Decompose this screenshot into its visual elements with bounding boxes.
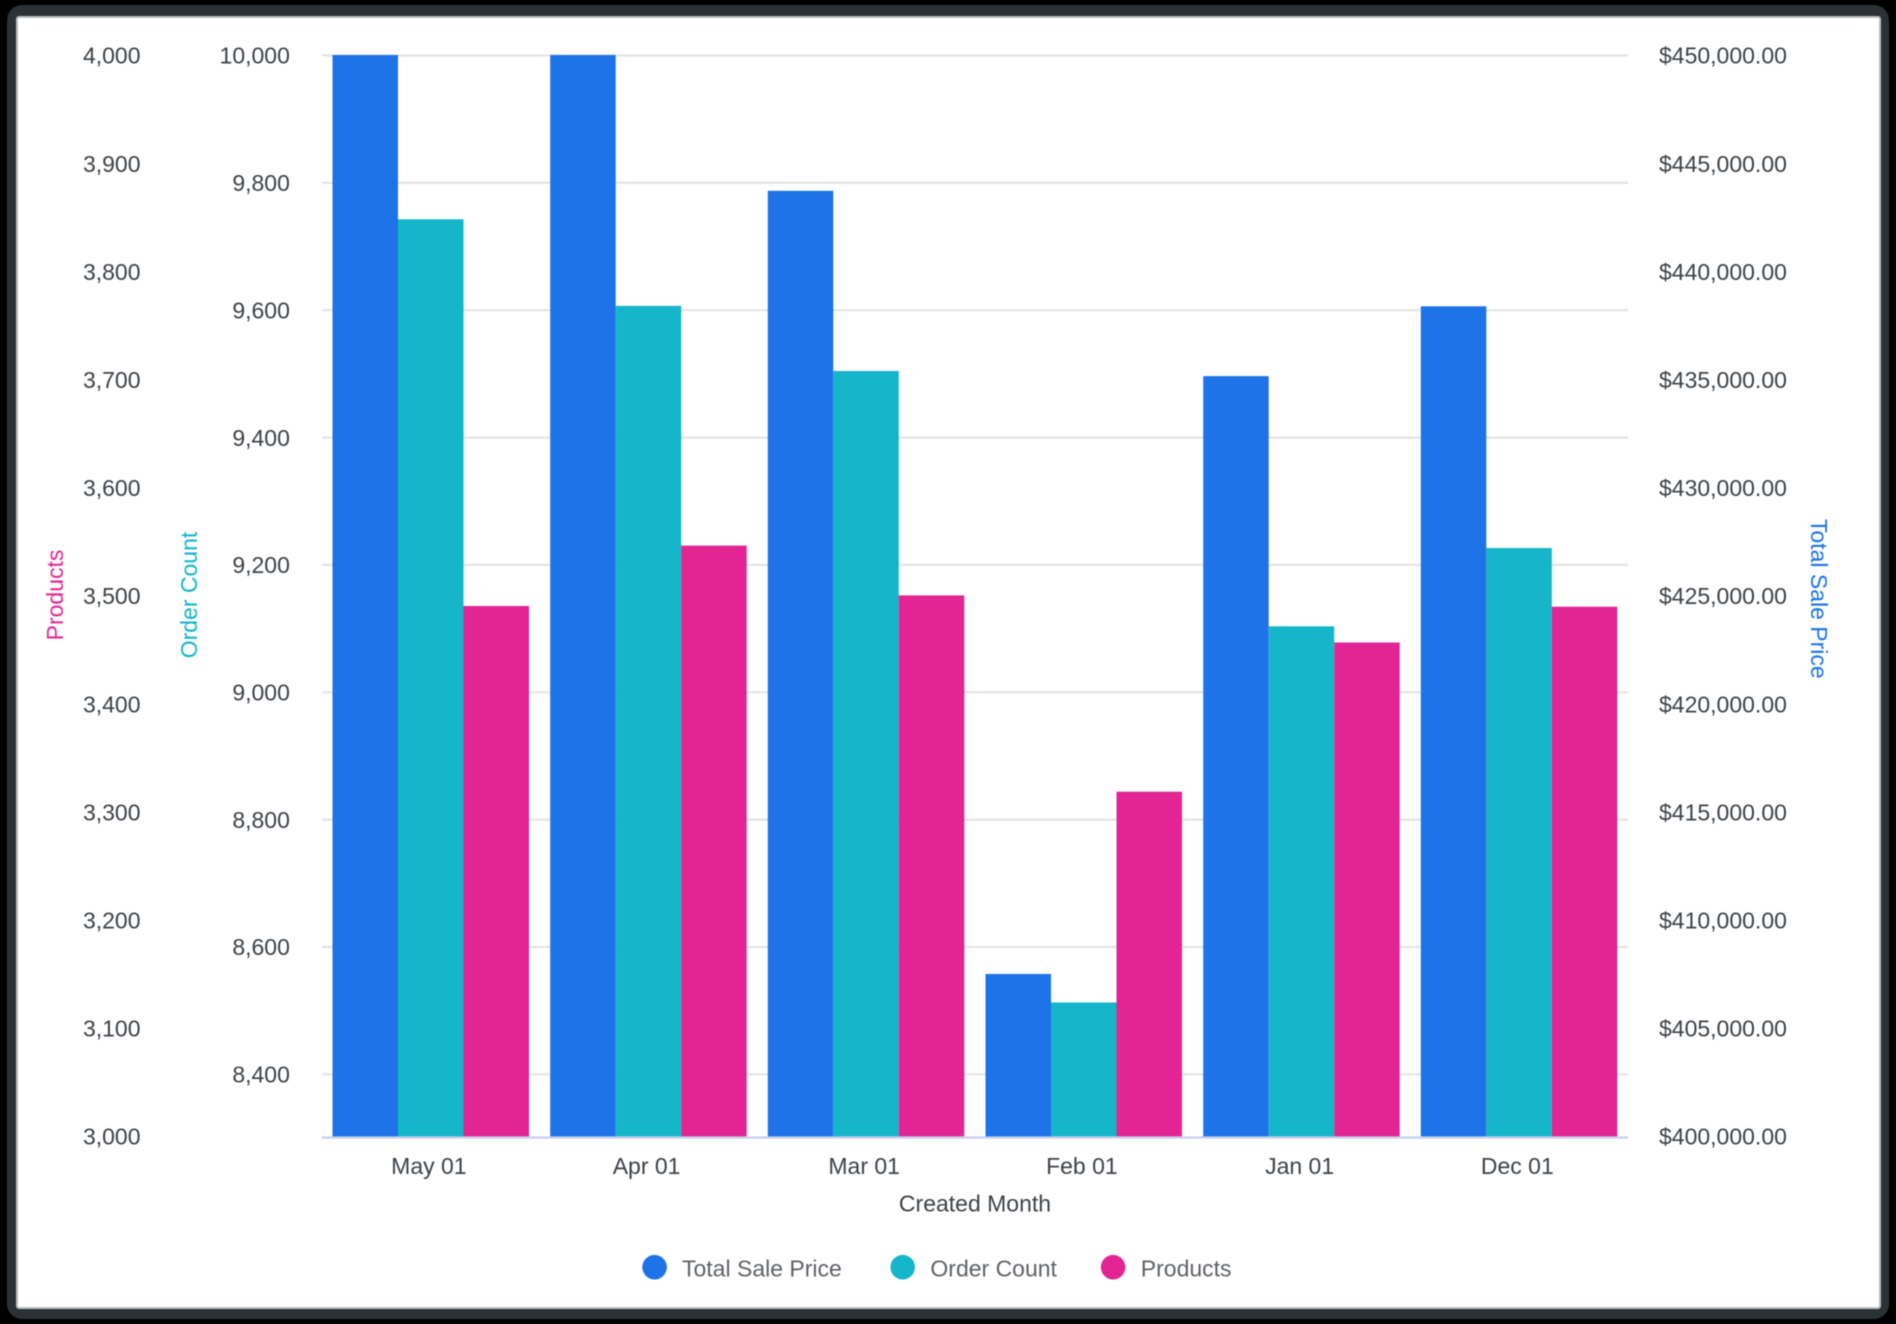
svg-text:$450,000.00: $450,000.00 bbox=[1659, 43, 1787, 69]
svg-text:$440,000.00: $440,000.00 bbox=[1659, 259, 1787, 285]
svg-text:8,600: 8,600 bbox=[232, 934, 290, 960]
svg-text:3,900: 3,900 bbox=[83, 151, 141, 177]
svg-text:Feb 01: Feb 01 bbox=[1046, 1153, 1118, 1179]
svg-text:$420,000.00: $420,000.00 bbox=[1659, 691, 1787, 717]
svg-text:3,500: 3,500 bbox=[83, 583, 141, 609]
svg-text:9,800: 9,800 bbox=[232, 170, 290, 196]
svg-text:3,200: 3,200 bbox=[83, 908, 141, 934]
svg-text:Dec 01: Dec 01 bbox=[1481, 1153, 1554, 1179]
svg-text:10,000: 10,000 bbox=[220, 43, 290, 69]
svg-text:4,000: 4,000 bbox=[83, 43, 141, 69]
svg-text:May 01: May 01 bbox=[391, 1153, 466, 1179]
svg-text:Order Count: Order Count bbox=[176, 531, 202, 658]
svg-text:$400,000.00: $400,000.00 bbox=[1659, 1124, 1787, 1150]
svg-text:3,000: 3,000 bbox=[83, 1124, 141, 1150]
svg-text:Total Sale Price: Total Sale Price bbox=[1806, 519, 1832, 679]
svg-text:$425,000.00: $425,000.00 bbox=[1659, 583, 1787, 609]
svg-text:Apr 01: Apr 01 bbox=[613, 1153, 681, 1179]
svg-text:9,400: 9,400 bbox=[232, 425, 290, 451]
svg-text:3,800: 3,800 bbox=[83, 259, 141, 285]
svg-text:9,000: 9,000 bbox=[232, 680, 290, 706]
svg-text:Mar 01: Mar 01 bbox=[828, 1153, 900, 1179]
svg-text:3,300: 3,300 bbox=[83, 799, 141, 825]
svg-text:$435,000.00: $435,000.00 bbox=[1659, 367, 1787, 393]
svg-text:9,600: 9,600 bbox=[232, 297, 290, 323]
svg-text:Jan 01: Jan 01 bbox=[1265, 1153, 1334, 1179]
svg-text:3,700: 3,700 bbox=[83, 367, 141, 393]
svg-text:$445,000.00: $445,000.00 bbox=[1659, 151, 1787, 177]
svg-text:3,100: 3,100 bbox=[83, 1016, 141, 1042]
svg-text:Order Count: Order Count bbox=[930, 1255, 1057, 1281]
svg-text:$430,000.00: $430,000.00 bbox=[1659, 475, 1787, 501]
svg-text:$410,000.00: $410,000.00 bbox=[1659, 908, 1787, 934]
svg-text:3,400: 3,400 bbox=[83, 691, 141, 717]
svg-text:3,600: 3,600 bbox=[83, 475, 141, 501]
svg-text:8,800: 8,800 bbox=[232, 807, 290, 833]
svg-text:$415,000.00: $415,000.00 bbox=[1659, 799, 1787, 825]
svg-text:Products: Products bbox=[1141, 1255, 1232, 1281]
svg-text:Created Month: Created Month bbox=[899, 1191, 1051, 1217]
svg-text:$405,000.00: $405,000.00 bbox=[1659, 1016, 1787, 1042]
svg-text:8,400: 8,400 bbox=[232, 1062, 290, 1088]
svg-text:Total Sale Price: Total Sale Price bbox=[682, 1255, 842, 1281]
svg-text:Products: Products bbox=[42, 550, 68, 641]
svg-text:9,200: 9,200 bbox=[232, 552, 290, 578]
